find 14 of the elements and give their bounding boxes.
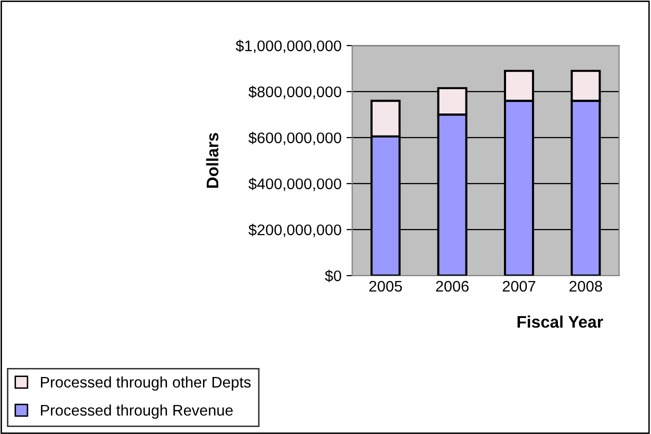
y-tick-label: $200,000,000 [248, 224, 342, 238]
y-tick-label: $0 [324, 270, 342, 282]
y-tick-label: $800,000,000 [248, 86, 342, 100]
legend-label: Processed through other Depts [40, 376, 251, 391]
y-tick-label: $600,000,000 [248, 132, 342, 146]
x-axis-title: Fiscal Year [518, 316, 604, 328]
legend-label: Processed through Revenue [40, 404, 233, 419]
x-tick-label: 2005 [369, 280, 402, 292]
x-tick-label: 2007 [502, 280, 536, 292]
y-tick-label: $400,000,000 [248, 178, 342, 192]
y-axis-title: Dollars [206, 133, 218, 188]
y-tick-label: $1,000,000,000 [236, 40, 342, 54]
x-tick-label: 2006 [436, 280, 469, 292]
x-tick-label: 2008 [570, 280, 602, 292]
